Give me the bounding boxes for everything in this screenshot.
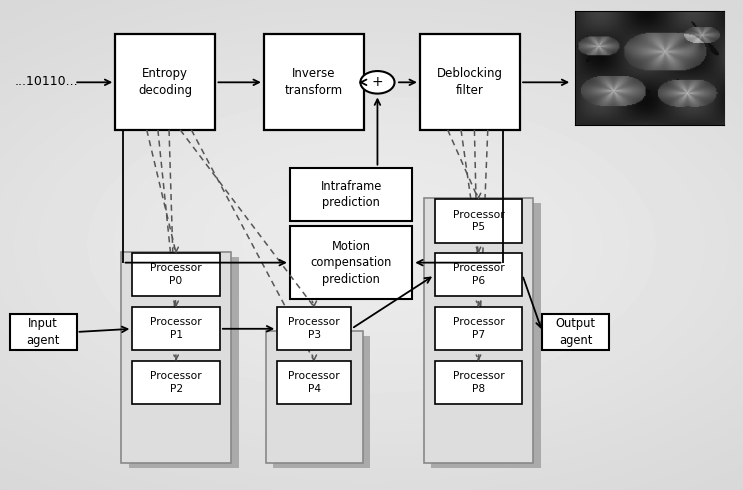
Bar	[132, 307, 220, 350]
Text: Output
agent: Output agent	[556, 317, 596, 347]
Bar	[424, 198, 533, 463]
Bar	[266, 331, 363, 463]
Bar	[277, 307, 351, 350]
Circle shape	[360, 71, 395, 94]
Text: Processor
P2: Processor P2	[150, 371, 202, 394]
Text: Processor
P1: Processor P1	[150, 318, 202, 340]
Bar	[10, 314, 77, 350]
Text: Intraframe
prediction: Intraframe prediction	[320, 180, 382, 209]
Bar	[435, 199, 522, 243]
Bar	[121, 252, 231, 463]
Bar	[115, 34, 215, 130]
Text: ...10110...: ...10110...	[15, 75, 79, 88]
Text: +: +	[372, 75, 383, 89]
Text: Processor
P3: Processor P3	[288, 318, 340, 340]
Bar	[264, 34, 364, 130]
Text: Entropy
decoding: Entropy decoding	[138, 67, 192, 97]
Text: Inverse
transform: Inverse transform	[285, 67, 343, 97]
Text: Motion
compensation
prediction: Motion compensation prediction	[311, 240, 392, 286]
Text: Processor
P0: Processor P0	[150, 264, 202, 286]
Bar	[132, 361, 220, 404]
Text: Processor
P6: Processor P6	[452, 264, 504, 286]
Bar	[431, 203, 541, 468]
Text: Processor
P7: Processor P7	[452, 318, 504, 340]
Text: Processor
P5: Processor P5	[452, 210, 504, 232]
Bar	[435, 253, 522, 296]
Bar	[435, 307, 522, 350]
Bar	[129, 257, 239, 468]
Text: Processor
P8: Processor P8	[452, 371, 504, 394]
Bar	[273, 336, 370, 468]
Bar	[132, 253, 220, 296]
Text: Input
agent: Input agent	[27, 317, 59, 347]
Bar	[542, 314, 609, 350]
Bar	[290, 168, 412, 221]
Bar	[435, 361, 522, 404]
Text: Deblocking
filter: Deblocking filter	[437, 67, 503, 97]
Bar	[290, 226, 412, 299]
Bar	[277, 361, 351, 404]
Bar	[420, 34, 520, 130]
Text: Processor
P4: Processor P4	[288, 371, 340, 394]
